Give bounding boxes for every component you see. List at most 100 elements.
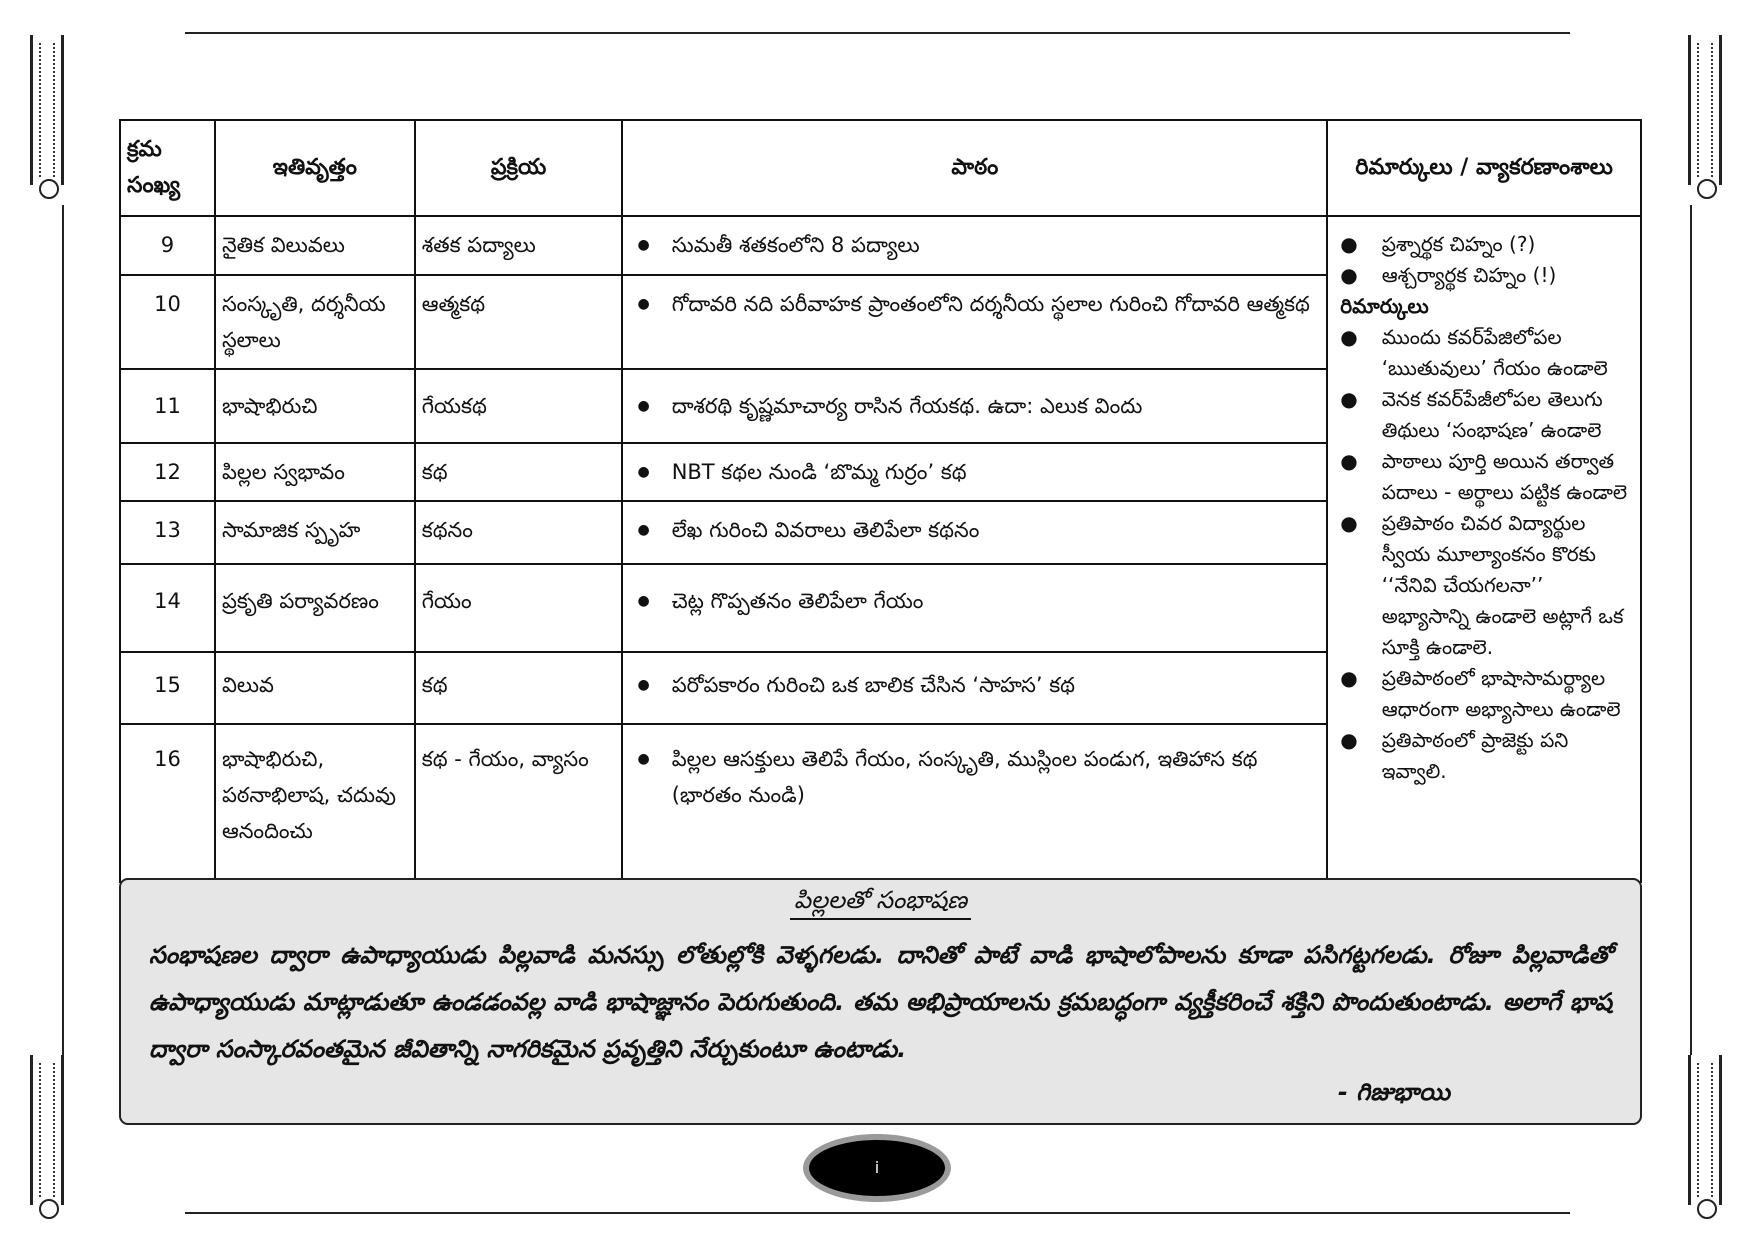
row-number: 11 (119, 368, 216, 444)
table-row: 15 విలువ కథ ● పరోపకారం గురించి ఒక బాలిక చ… (119, 651, 1641, 725)
table-row: 11 భాషాభిరుచి గేయకథ ● దాశరథి కృష్ణమాచార్య… (119, 368, 1641, 444)
row-theme: ప్రకృతి పర్యావరణం (213, 563, 416, 653)
remark-text: వెనక కవర్‌పేజీలోపల తెలుగు తిథులు ‘సంభాషణ… (1381, 387, 1603, 442)
row-theme: భాషాభిరుచి, పఠనాభిలాష, చదువు ఆనందించు (213, 723, 416, 883)
row-theme: సామాజిక స్పృహ (213, 500, 416, 565)
page-number: i (803, 1134, 951, 1202)
row-theme: విలువ (213, 651, 416, 725)
remark-item: ● పాఠాలు పూర్తి అయిన తర్వాత పదాలు - అర్థా… (1340, 446, 1632, 508)
corner-ornament-icon (30, 1055, 64, 1219)
row-genre: గేయకథ (413, 368, 624, 444)
bullet-icon: ● (637, 522, 650, 538)
row-lesson: ● సుమతీ శతకంలోని 8 పద్యాలు (621, 215, 1329, 276)
row-number: 15 (119, 651, 216, 725)
row-number: 14 (119, 563, 216, 653)
remark-text: పాఠాలు పూర్తి అయిన తర్వాత పదాలు - అర్థాల… (1381, 449, 1628, 504)
bullet-icon: ● (1340, 666, 1358, 690)
bullet-icon: ● (1340, 387, 1358, 411)
row-number: 16 (119, 723, 216, 883)
quote-title-text: పిల్లలతో సంభాషణ (789, 886, 972, 920)
lesson-text: పిల్లల ఆసక్తులు తెలిపే గేయం, సంస్కృతి, మ… (671, 747, 1258, 807)
row-lesson: ● చెట్ల గొప్పతనం తెలిపేలా గేయం (621, 563, 1329, 653)
row-genre: గేయం (413, 563, 624, 653)
row-number: 12 (119, 442, 216, 502)
remark-text: ప్రతిపాఠంలో భాషాసామర్థ్యాల ఆధారంగా అభ్యా… (1381, 666, 1621, 721)
header-lesson: పాఠం (621, 119, 1329, 217)
remark-item: ● ముందు కవర్‌పేజిలోపల ‘ఋతువులు’ గేయం ఉండా… (1340, 322, 1632, 384)
bullet-icon: ● (1340, 511, 1358, 535)
row-theme: సంస్కృతి, దర్శనీయ స్థలాలు (213, 274, 416, 370)
row-number: 9 (119, 215, 216, 276)
quote-title: పిల్లలతో సంభాషణ (121, 886, 1640, 920)
row-genre: శతక పద్యాలు (413, 215, 624, 276)
bullet-icon: ● (637, 751, 650, 767)
table-row: 12 పిల్లల స్వభావం కథ ● NBT కథల నుండి ‘బొమ… (119, 442, 1641, 502)
row-genre: కథ (413, 651, 624, 725)
table-row: 10 సంస్కృతి, దర్శనీయ స్థలాలు ఆత్మకథ ● గోద… (119, 274, 1641, 370)
frame-bottom-line (185, 1212, 1570, 1214)
bullet-icon: ● (1340, 728, 1358, 752)
table-row: 13 సామాజిక స్పృహ కథనం ● లేఖ గురించి వివరా… (119, 500, 1641, 565)
remark-text: ముందు కవర్‌పేజిలోపల ‘ఋతువులు’ గేయం ఉండాల… (1381, 325, 1608, 380)
lesson-text: పరోపకారం గురించి ఒక బాలిక చేసిన ‘సాహస’ క… (671, 673, 1076, 697)
quote-box: పిల్లలతో సంభాషణ సంభాషణల ద్వారా ఉపాధ్యాయు… (119, 878, 1642, 1125)
row-genre: కథనం (413, 500, 624, 565)
lesson-text: లేఖ గురించి వివరాలు తెలిపేలా కథనం (671, 518, 980, 542)
row-lesson: ● పిల్లల ఆసక్తులు తెలిపే గేయం, సంస్కృతి, … (621, 723, 1329, 883)
row-lesson: ● దాశరథి కృష్ణమాచార్య రాసిన గేయకథ. ఉదా: ఎ… (621, 368, 1329, 444)
remarks-heading: రిమార్కులు (1340, 294, 1429, 318)
remark-item: ● ప్రతిపాఠం చివర విద్యార్థుల స్వీయ మూల్యా… (1340, 508, 1632, 663)
bullet-icon: ● (637, 237, 650, 253)
remark-item: ● ప్రతిపాఠంలో ప్రాజెక్టు పని ఇవ్వాలి. (1340, 725, 1632, 787)
remark-text: ప్రశ్నార్థక చిహ్నం (?) (1381, 232, 1536, 256)
corner-ornament-icon (1688, 1055, 1722, 1219)
remark-text: ప్రతిపాఠంలో ప్రాజెక్టు పని ఇవ్వాలి. (1381, 728, 1569, 783)
row-genre: కథ (413, 442, 624, 502)
frame-right-line (1690, 205, 1692, 1055)
lesson-text: సుమతీ శతకంలోని 8 పద్యాలు (671, 233, 920, 257)
bullet-icon: ● (1340, 232, 1358, 256)
header-theme: ఇతివృత్తం (213, 119, 416, 217)
row-number: 10 (119, 274, 216, 370)
remark-item: ● ఆశ్చర్యార్థక చిహ్నం (!) (1340, 260, 1632, 291)
remark-item: ● ప్రతిపాఠంలో భాషాసామర్థ్యాల ఆధారంగా అభ్య… (1340, 663, 1632, 725)
bullet-icon: ● (637, 296, 650, 312)
header-remarks: రిమార్కులు / వ్యాకరణాంశాలు (1326, 119, 1642, 217)
row-genre: ఆత్మకథ (413, 274, 624, 370)
table-row: 14 ప్రకృతి పర్యావరణం గేయం ● చెట్ల గొప్పతన… (119, 563, 1641, 653)
remark-text: ప్రతిపాఠం చివర విద్యార్థుల స్వీయ మూల్యాం… (1381, 511, 1624, 659)
row-number: 13 (119, 500, 216, 565)
row-lesson: ● పరోపకారం గురించి ఒక బాలిక చేసిన ‘సాహస’ … (621, 651, 1329, 725)
corner-ornament-icon (1688, 35, 1722, 199)
lesson-text: NBT కథల నుండి ‘బొమ్మ గుర్రం’ కథ (671, 460, 967, 484)
table-header-row: క్రమ సంఖ్య ఇతివృత్తం ప్రక్రియ పాఠం రిమార… (119, 119, 1642, 217)
lesson-text: దాశరథి కృష్ణమాచార్య రాసిన గేయకథ. ఉదా: ఎల… (671, 394, 1143, 418)
table-row: 16 భాషాభిరుచి, పఠనాభిలాష, చదువు ఆనందించు… (119, 723, 1641, 883)
remark-text: ఆశ్చర్యార్థక చిహ్నం (!) (1381, 263, 1557, 287)
row-lesson: ● లేఖ గురించి వివరాలు తెలిపేలా కథనం (621, 500, 1329, 565)
remark-item: ● వెనక కవర్‌పేజీలోపల తెలుగు తిథులు ‘సంభాష… (1340, 384, 1632, 446)
row-lesson: ● గోదావరి నది పరీవాహక ప్రాంతంలోని దర్శనీయ… (621, 274, 1329, 370)
quote-author: - గిజుభాయి (1337, 1078, 1450, 1106)
remark-item: ● ప్రశ్నార్థక చిహ్నం (?) (1340, 229, 1632, 260)
lesson-text: చెట్ల గొప్పతనం తెలిపేలా గేయం (671, 589, 924, 613)
row-genre: కథ - గేయం, వ్యాసం (413, 723, 624, 883)
bullet-icon: ● (637, 677, 650, 693)
frame-top-line (185, 32, 1570, 34)
corner-ornament-icon (30, 35, 64, 199)
bullet-icon: ● (637, 398, 650, 414)
row-theme: నైతిక విలువలు (213, 215, 416, 276)
syllabus-table: క్రమ సంఖ్య ఇతివృత్తం ప్రక్రియ పాఠం రిమార… (119, 119, 1642, 883)
frame-left-line (62, 205, 64, 1055)
row-theme: భాషాభిరుచి (213, 368, 416, 444)
row-lesson: ● NBT కథల నుండి ‘బొమ్మ గుర్రం’ కథ (621, 442, 1329, 502)
row-theme: పిల్లల స్వభావం (213, 442, 416, 502)
header-serial: క్రమ సంఖ్య (119, 119, 216, 217)
header-genre: ప్రక్రియ (413, 119, 624, 217)
bullet-icon: ● (637, 464, 650, 480)
bullet-icon: ● (1340, 449, 1358, 473)
bullet-icon: ● (1340, 263, 1358, 287)
remarks-cell: ● ప్రశ్నార్థక చిహ్నం (?) ● ఆశ్చర్యార్థక చి… (1326, 215, 1642, 883)
table-row: 9 నైతిక విలువలు శతక పద్యాలు ● సుమతీ శతకంల… (119, 215, 1642, 883)
quote-body: సంభాషణల ద్వారా ఉపాధ్యాయుడు పిల్లవాడి మనస… (149, 941, 1612, 1063)
